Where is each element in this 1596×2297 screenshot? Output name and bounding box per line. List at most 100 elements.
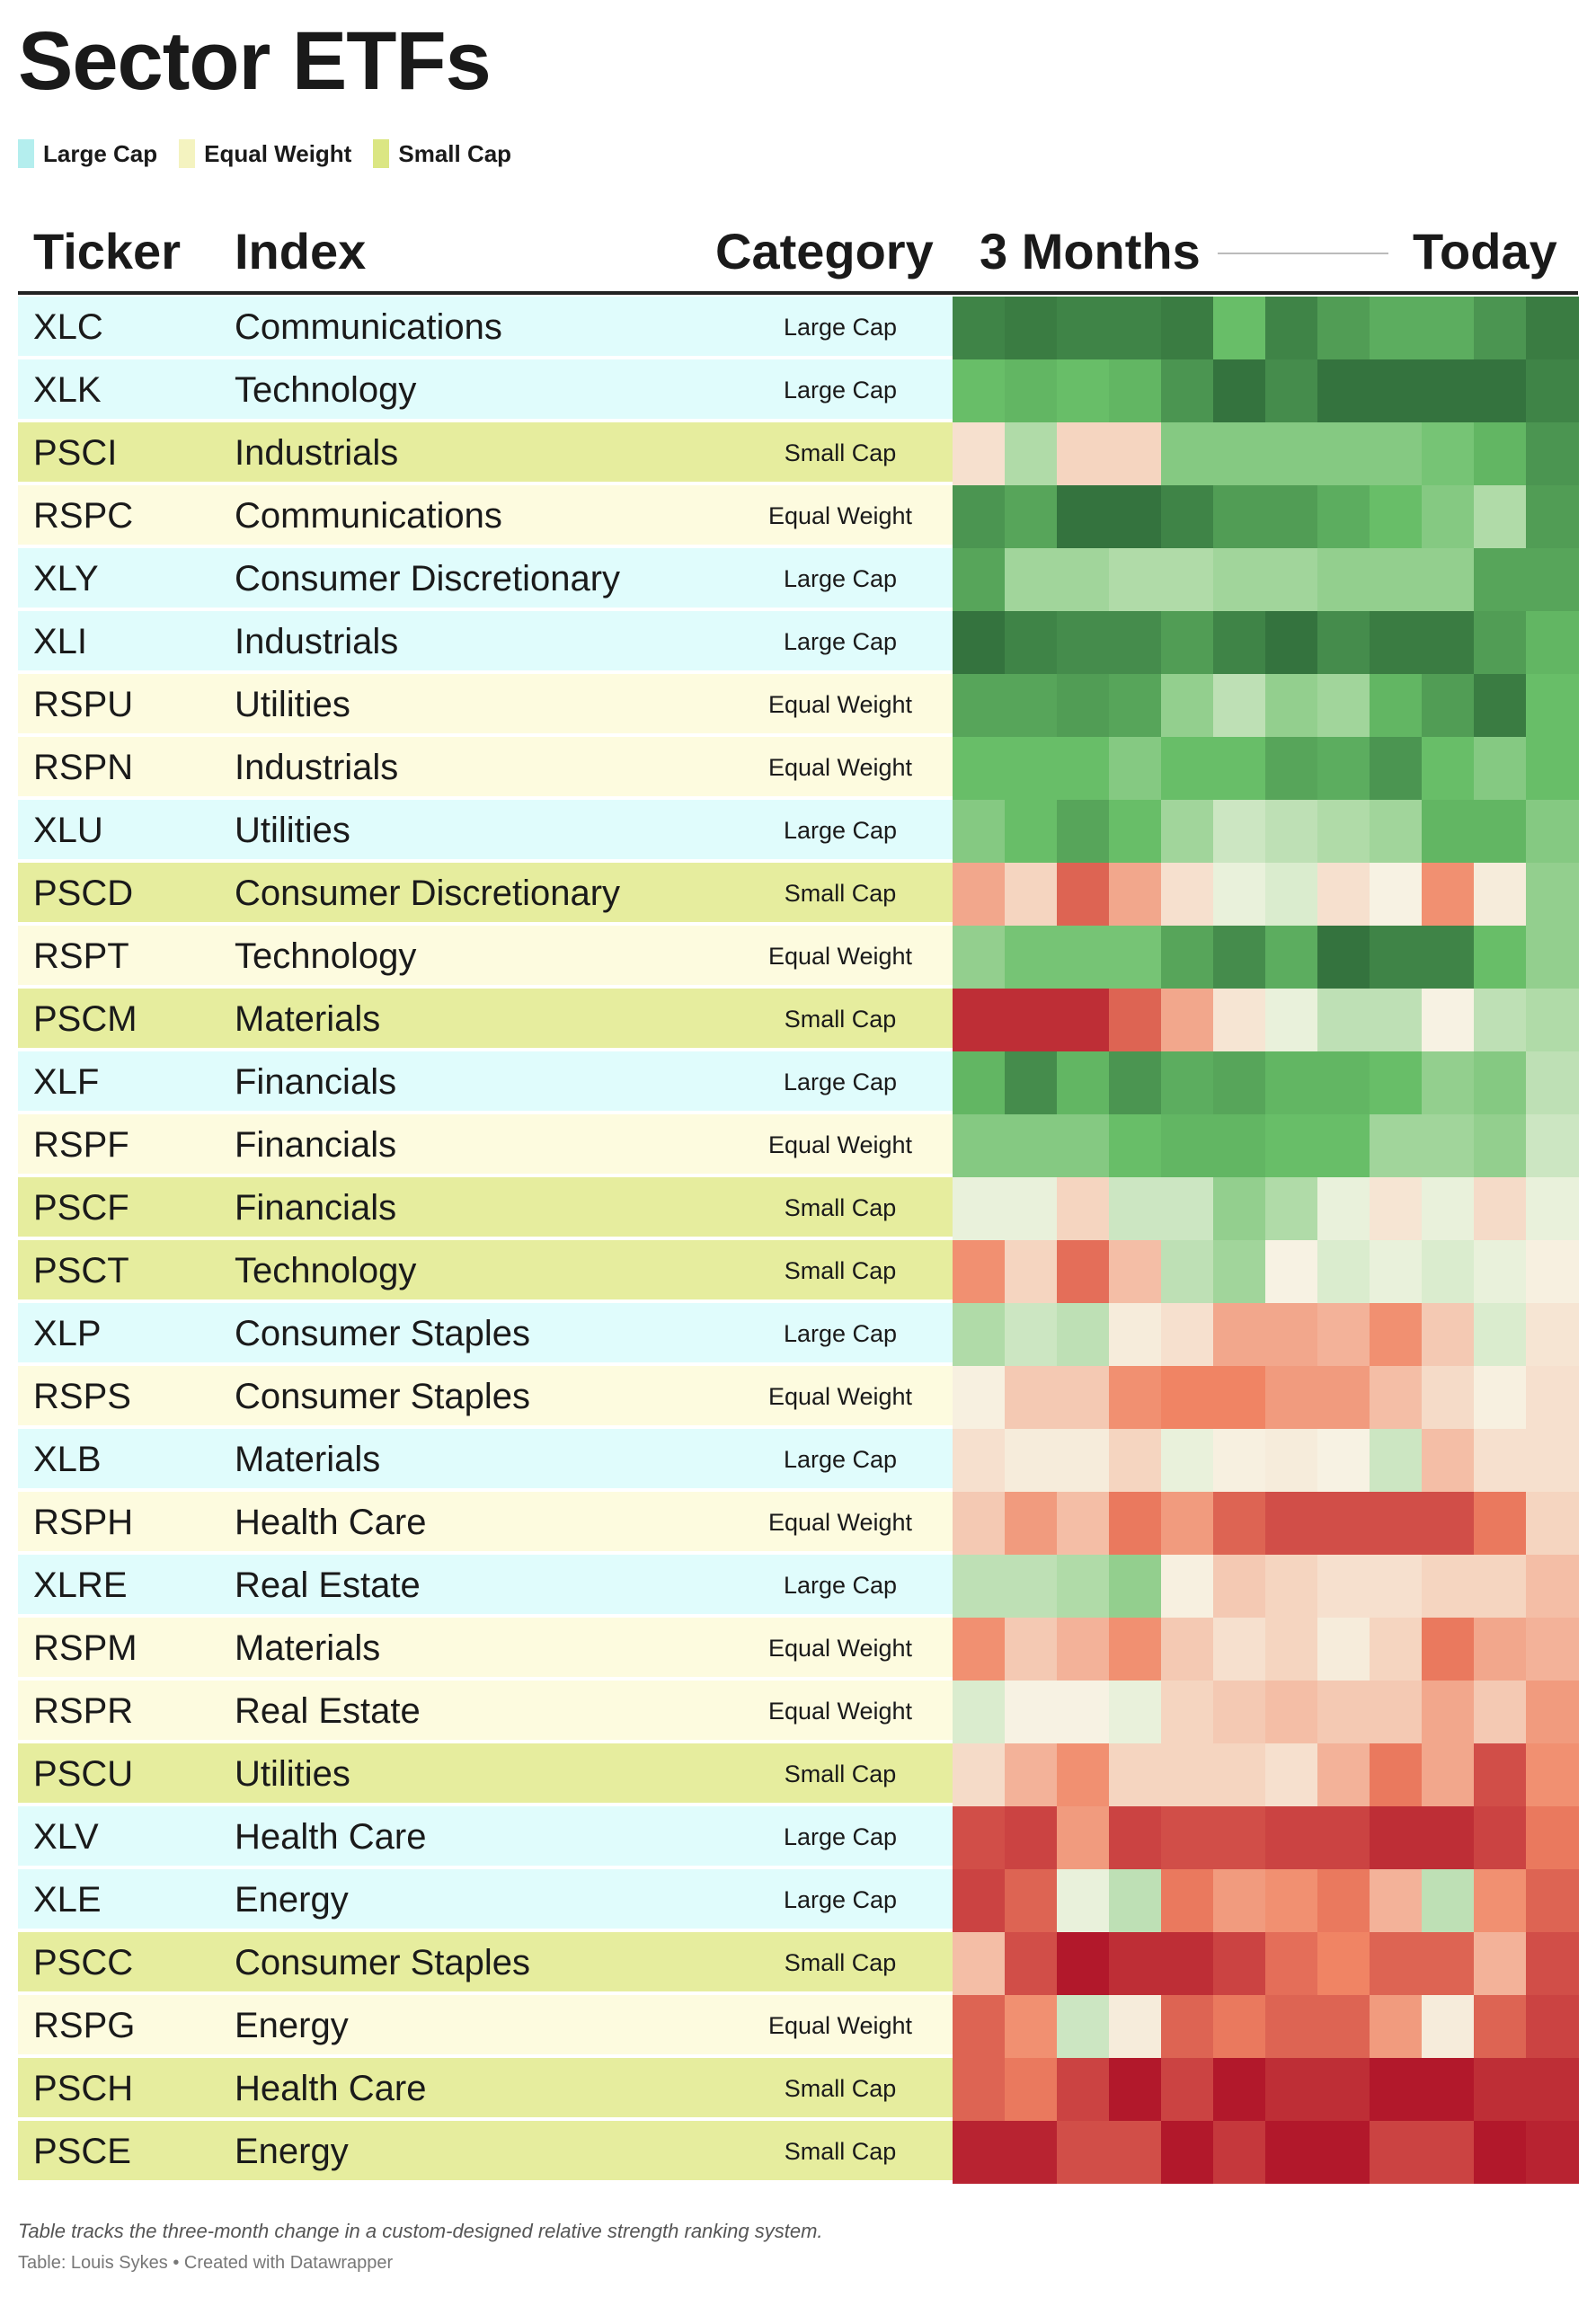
heatmap-cell bbox=[1213, 422, 1266, 485]
heatmap-cell bbox=[1057, 1932, 1110, 1995]
heatmap-cell bbox=[1161, 611, 1214, 674]
heatmap-cell bbox=[1474, 674, 1527, 737]
category-cell: Small Cap bbox=[784, 1760, 897, 1787]
heatmap-cell bbox=[1317, 2058, 1370, 2121]
heatmap-cell bbox=[1109, 611, 1162, 674]
heatmap-cell bbox=[1265, 1303, 1318, 1366]
index-cell: Consumer Staples bbox=[235, 1377, 531, 1416]
heatmap-cell bbox=[953, 926, 1006, 989]
heatmap-cell bbox=[1057, 1869, 1110, 1932]
category-cell: Equal Weight bbox=[767, 1509, 913, 1536]
heatmap-cell bbox=[1213, 1743, 1266, 1806]
heatmap-cell bbox=[1005, 1114, 1058, 1177]
ticker-cell: XLE bbox=[33, 1880, 102, 1920]
heatmap-cell bbox=[1213, 1114, 1266, 1177]
heatmap-cell bbox=[1265, 1681, 1318, 1743]
index-cell: Health Care bbox=[235, 1817, 427, 1857]
index-cell: Health Care bbox=[235, 2069, 427, 2108]
heatmap-cell bbox=[1526, 1995, 1579, 2058]
index-cell: Communications bbox=[235, 307, 502, 347]
heatmap-cell bbox=[953, 1366, 1006, 1429]
heatmap-strip bbox=[953, 800, 1579, 863]
heatmap-cell bbox=[1213, 800, 1266, 863]
legend-swatch-small-cap bbox=[373, 139, 390, 168]
heatmap-cell bbox=[1474, 1806, 1527, 1869]
category-cell: Large Cap bbox=[783, 1446, 898, 1473]
category-cell: Equal Weight bbox=[767, 1131, 913, 1158]
heatmap-strip bbox=[953, 674, 1579, 737]
heatmap-strip bbox=[953, 1743, 1579, 1806]
heatmap-cell bbox=[1005, 2121, 1058, 2184]
column-header-index: Index bbox=[235, 223, 367, 279]
heatmap-cell bbox=[1109, 737, 1162, 800]
heatmap-cell bbox=[1370, 1240, 1423, 1303]
heatmap-cell bbox=[953, 1743, 1006, 1806]
heatmap-cell bbox=[1161, 359, 1214, 422]
index-cell: Utilities bbox=[235, 1754, 350, 1794]
heatmap-cell bbox=[1526, 926, 1579, 989]
heatmap-cell bbox=[1213, 1303, 1266, 1366]
heatmap-cell bbox=[1474, 1555, 1527, 1618]
heatmap-cell bbox=[1422, 1240, 1475, 1303]
index-cell: Consumer Discretionary bbox=[235, 559, 621, 599]
category-cell: Large Cap bbox=[783, 1886, 898, 1913]
heatmap-cell bbox=[1422, 297, 1475, 359]
index-cell: Real Estate bbox=[235, 1565, 421, 1605]
heatmap-cell bbox=[1161, 2121, 1214, 2184]
table-row: XLU Utilities Large Cap bbox=[18, 800, 1579, 863]
heatmap-cell bbox=[1370, 548, 1423, 611]
heatmap-cell bbox=[1265, 1555, 1318, 1618]
table-row: PSCU Utilities Small Cap bbox=[18, 1743, 1579, 1806]
heatmap-cell bbox=[1005, 989, 1058, 1051]
heatmap-cell bbox=[1265, 359, 1318, 422]
heatmap-cell bbox=[953, 2058, 1006, 2121]
heatmap-cell bbox=[1057, 737, 1110, 800]
table-row: RSPS Consumer Staples Equal Weight bbox=[18, 1366, 1579, 1429]
heatmap-cell bbox=[1265, 1932, 1318, 1995]
heatmap-strip bbox=[953, 1303, 1579, 1366]
heatmap-cell bbox=[1213, 611, 1266, 674]
heatmap-cell bbox=[1057, 1303, 1110, 1366]
heatmap-strip bbox=[953, 863, 1579, 926]
heatmap-cell bbox=[1474, 800, 1527, 863]
heatmap-cell bbox=[1317, 1429, 1370, 1492]
heatmap-cell bbox=[1422, 1869, 1475, 1932]
heatmap-cell bbox=[1109, 1114, 1162, 1177]
heatmap-cell bbox=[1057, 297, 1110, 359]
category-cell: Large Cap bbox=[783, 314, 898, 341]
table-row: RSPU Utilities Equal Weight bbox=[18, 674, 1579, 737]
heatmap-cell bbox=[1370, 2121, 1423, 2184]
heatmap-cell bbox=[953, 1303, 1006, 1366]
heatmap-cell bbox=[1422, 2058, 1475, 2121]
table-row: XLK Technology Large Cap bbox=[18, 359, 1579, 422]
heatmap-cell bbox=[1317, 422, 1370, 485]
heatmap-cell bbox=[1265, 2121, 1318, 2184]
index-cell: Financials bbox=[235, 1188, 397, 1228]
heatmap-cell bbox=[1370, 2058, 1423, 2121]
ticker-cell: RSPF bbox=[33, 1125, 129, 1165]
table-row: XLB Materials Large Cap bbox=[18, 1429, 1579, 1492]
legend: Large Cap Equal Weight Small Cap bbox=[18, 139, 520, 168]
heatmap-cell bbox=[1265, 1806, 1318, 1869]
heatmap-cell bbox=[1057, 1177, 1110, 1240]
table-row: XLV Health Care Large Cap bbox=[18, 1806, 1579, 1869]
category-cell: Large Cap bbox=[783, 1069, 898, 1095]
heatmap-cell bbox=[1317, 863, 1370, 926]
heatmap-cell bbox=[1161, 1051, 1214, 1114]
category-cell: Small Cap bbox=[784, 439, 897, 466]
heatmap-cell bbox=[1213, 674, 1266, 737]
heatmap-cell bbox=[1422, 674, 1475, 737]
heatmap-cell bbox=[1474, 1743, 1527, 1806]
heatmap-cell bbox=[1057, 1051, 1110, 1114]
index-cell: Utilities bbox=[235, 811, 350, 850]
heatmap-cell bbox=[1213, 1177, 1266, 1240]
heatmap-cell bbox=[1317, 800, 1370, 863]
table-row: RSPR Real Estate Equal Weight bbox=[18, 1681, 1579, 1743]
category-cell: Small Cap bbox=[784, 880, 897, 907]
index-cell: Technology bbox=[235, 1251, 417, 1290]
index-cell: Energy bbox=[235, 2132, 349, 2171]
category-cell: Small Cap bbox=[784, 1194, 897, 1221]
heatmap-cell bbox=[953, 1177, 1006, 1240]
heatmap-cell bbox=[953, 1051, 1006, 1114]
heatmap-cell bbox=[1317, 1303, 1370, 1366]
